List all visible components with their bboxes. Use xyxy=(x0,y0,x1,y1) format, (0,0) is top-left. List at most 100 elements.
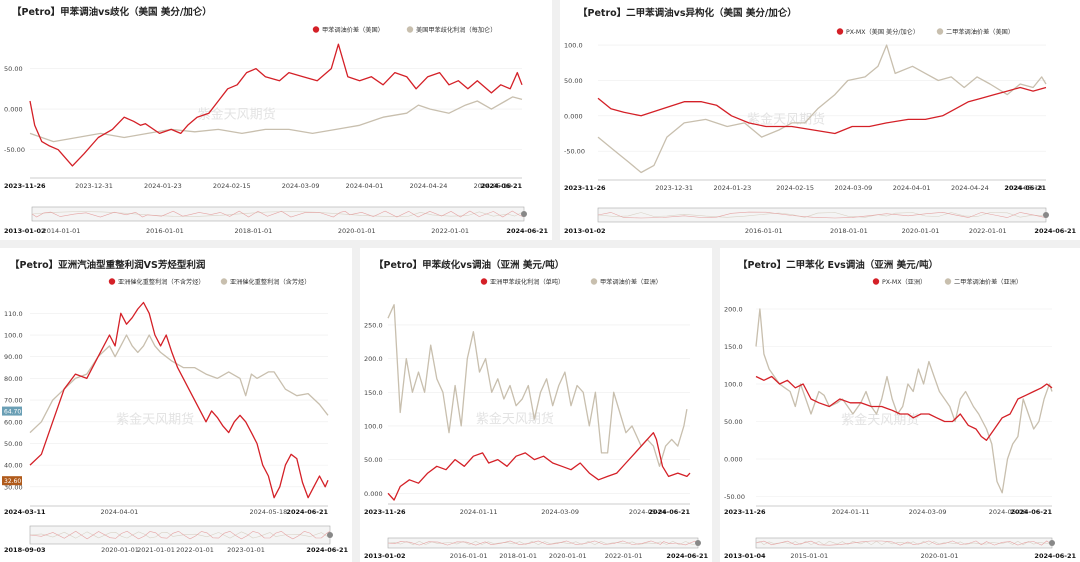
series-line xyxy=(29,301,329,499)
y-tick-label: 50.00 xyxy=(4,65,23,73)
navigator-tick-label: 2014-01-01 xyxy=(43,227,81,235)
legend-marker[interactable] xyxy=(480,278,488,285)
series-line xyxy=(755,308,1053,494)
navigator-handle[interactable] xyxy=(521,211,527,217)
y-tick-label: 50.00 xyxy=(724,418,743,426)
navigator-tick-label: 2016-01-01 xyxy=(146,227,184,235)
legend-label: 二甲苯调油价差（美国） xyxy=(946,28,1014,36)
legend-marker[interactable] xyxy=(312,26,320,33)
y-tick-label: 100.0 xyxy=(4,332,23,340)
legend-marker[interactable] xyxy=(936,28,944,35)
navigator-sparkline xyxy=(755,540,1053,546)
navigator-tick-label: 2016-01-01 xyxy=(745,227,783,235)
x-tick-label: 2024-05-18 xyxy=(1005,184,1043,192)
chart-svg: 【Petro】甲苯歧化vs调油（亚洲 美元/吨） 亚洲甲苯歧化利润（单吨） 甲苯调油… xyxy=(364,259,708,560)
x-tick-label: 2023-12-31 xyxy=(75,182,113,190)
legend-label: 甲苯调油价差（美国） xyxy=(322,26,384,34)
x-tick-label: 2024-01-11 xyxy=(832,508,870,516)
y-tick-label: 40.00 xyxy=(4,462,23,470)
legend-marker[interactable] xyxy=(220,278,228,285)
x-tick-label: 2024-03-09 xyxy=(834,184,872,192)
y-tick-label: 0.000 xyxy=(4,106,23,114)
chart-svg: 【Petro】甲苯调油vs歧化（美国 美分/加仑） 甲苯调油价差（美国） 美国甲苯歧… xyxy=(4,6,548,235)
chart-panel-reforming-asia: 【Petro】亚洲汽油型重整利润VS芳烃型利润 亚洲催化重整利润（不含芳烃） 亚洲催… xyxy=(0,248,352,562)
navigator-window[interactable] xyxy=(31,206,525,222)
navigator-sparkline xyxy=(31,210,525,218)
x-tick-label: 2024-06-21 xyxy=(286,508,328,516)
navigator-sparkline xyxy=(29,531,331,539)
watermark: 紫金天风期货 xyxy=(476,411,554,427)
legend-label: 美国甲苯歧化利润（每加仑） xyxy=(416,26,496,34)
x-tick-label: 2023-11-26 xyxy=(564,184,606,192)
chart-title: 【Petro】二甲苯调油vs异构化（美国 美分/加仑） xyxy=(578,7,797,19)
y-tick-label: 70.00 xyxy=(4,397,23,405)
y-tick-label: 0.000 xyxy=(564,112,583,120)
y-tick-label: 30.00 xyxy=(4,483,23,491)
chart-svg: 【Petro】二甲苯调油vs异构化（美国 美分/加仑） PX-MX（美国 美分/加… xyxy=(564,7,1076,235)
x-tick-label: 2024-05-06 xyxy=(989,508,1027,516)
navigator-handle[interactable] xyxy=(327,532,333,538)
x-tick-label: 2024-05-18 xyxy=(250,508,288,516)
y-tick-label: 100.0 xyxy=(564,42,583,50)
navigator-handle[interactable] xyxy=(695,540,701,546)
navigator-tick-label: 2021-01-01 xyxy=(137,546,175,554)
navigator-tick-label: 2024-06-21 xyxy=(506,227,548,235)
navigator-sparkline xyxy=(387,540,699,546)
x-tick-label: 2024-04-01 xyxy=(101,508,139,516)
series-line xyxy=(755,375,1053,441)
watermark: 紫金天风期货 xyxy=(841,412,919,428)
y-tick-label: 110.0 xyxy=(4,310,23,318)
x-tick-label: 2024-06-21 xyxy=(1010,508,1052,516)
legend-label: 二甲苯调油价差（亚洲） xyxy=(954,278,1022,286)
legend-label: 亚洲催化重整利润（不含芳烃） xyxy=(118,278,205,286)
navigator-tick-label: 2018-01-01 xyxy=(499,552,537,560)
y-tick-label: 200.0 xyxy=(364,355,383,363)
legend-marker[interactable] xyxy=(108,278,116,285)
legend-marker[interactable] xyxy=(872,278,880,285)
y-tick-label: 50.00 xyxy=(364,456,383,464)
panel-separator xyxy=(552,0,560,240)
y-tick-label: -50.00 xyxy=(724,493,745,501)
chart-title: 【Petro】二甲苯化 Evs调油（亚洲 美元/吨） xyxy=(738,259,938,271)
y-tick-label: 150.0 xyxy=(364,389,383,397)
navigator-handle[interactable] xyxy=(1043,212,1049,218)
x-tick-label: 2024-06-21 xyxy=(648,508,690,516)
x-tick-label: 2024-06-21 xyxy=(1004,184,1046,192)
navigator-tick-label: 2013-01-02 xyxy=(364,552,406,560)
legend-marker[interactable] xyxy=(836,28,844,35)
navigator-tick-label: 2013-01-02 xyxy=(4,227,46,235)
y-tick-label: -50.00 xyxy=(564,148,585,156)
chart-svg: 【Petro】二甲苯化 Evs调油（亚洲 美元/吨） PX-MX（亚洲） 二甲苯调油… xyxy=(724,259,1076,560)
legend-marker[interactable] xyxy=(944,278,952,285)
chart-panel-toluene-asia: 【Petro】甲苯歧化vs调油（亚洲 美元/吨） 亚洲甲苯歧化利润（单吨） 甲苯调油… xyxy=(360,248,712,562)
y-tick-label: 80.00 xyxy=(4,375,23,383)
series-line xyxy=(597,44,1047,174)
x-tick-label: 2024-06-21 xyxy=(480,182,522,190)
navigator-tick-label: 2013-01-02 xyxy=(564,227,606,235)
panel-separator xyxy=(0,240,1080,248)
y-tick-label: -50.00 xyxy=(4,146,25,154)
x-tick-label: 2024-01-23 xyxy=(714,184,752,192)
x-tick-label: 2023-11-26 xyxy=(4,182,46,190)
chart-title: 【Petro】甲苯调油vs歧化（美国 美分/加仑） xyxy=(12,6,212,18)
y-tick-label: 0.000 xyxy=(364,490,383,498)
watermark: 紫金天风期货 xyxy=(198,107,276,123)
legend-marker[interactable] xyxy=(590,278,598,285)
chart-title: 【Petro】亚洲汽油型重整利润VS芳烃型利润 xyxy=(10,259,205,271)
legend-marker[interactable] xyxy=(406,26,414,33)
chart-title: 【Petro】甲苯歧化vs调油（亚洲 美元/吨） xyxy=(374,259,564,271)
navigator-tick-label: 2013-01-04 xyxy=(724,552,766,560)
chart-panel-toluene-us: 【Petro】甲苯调油vs歧化（美国 美分/加仑） 甲苯调油价差（美国） 美国甲苯歧… xyxy=(0,0,552,240)
y-tick-label: 50.00 xyxy=(564,77,583,85)
navigator-tick-label: 2020-01-01 xyxy=(101,546,139,554)
series-line xyxy=(387,432,691,501)
y-tick-label: 50.00 xyxy=(4,440,23,448)
x-tick-label: 2023-11-26 xyxy=(364,508,406,516)
last-value-badge xyxy=(2,476,22,486)
navigator-window[interactable] xyxy=(597,207,1047,223)
navigator-handle[interactable] xyxy=(1049,540,1055,546)
y-tick-label: 100.0 xyxy=(724,381,743,389)
navigator-tick-label: 2022-01-01 xyxy=(176,546,214,554)
last-value-label: 64.70 xyxy=(4,409,21,416)
